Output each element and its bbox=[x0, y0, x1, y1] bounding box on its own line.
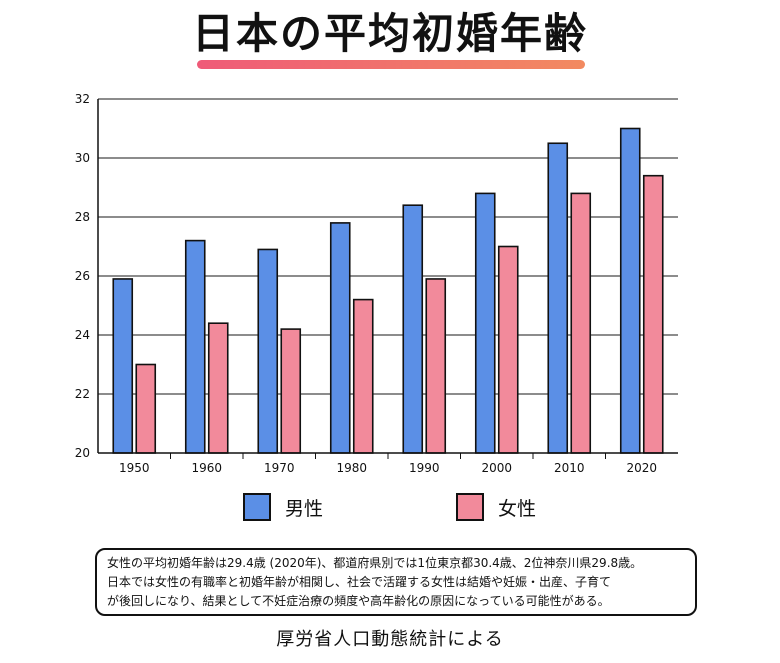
bar-female-1950 bbox=[135, 363, 157, 454]
legend-item-female: 女性 bbox=[456, 493, 536, 521]
note-box: 女性の平均初婚年齢は29.4歳 (2020年)、都道府県別では1位東京都30.4… bbox=[95, 548, 697, 616]
y-tick-label: 28 bbox=[75, 210, 90, 224]
y-tick-label: 24 bbox=[75, 328, 90, 342]
note-line: が後回しになり、結果として不妊症治療の頻度や高年齢化の原因になっている可能性があ… bbox=[107, 594, 610, 608]
x-tick-label: 1980 bbox=[336, 461, 367, 475]
x-tick-label: 1950 bbox=[119, 461, 150, 475]
bar-female-1970 bbox=[280, 328, 302, 454]
note-line: 日本では女性の有職率と初婚年齢が相関し、社会で活躍する女性は結婚や妊娠・出産、子… bbox=[107, 575, 612, 589]
bar-male-2020 bbox=[619, 127, 641, 454]
bar-female-1990 bbox=[425, 278, 447, 454]
y-tick-label: 22 bbox=[75, 387, 90, 401]
title-underline bbox=[197, 60, 585, 69]
bar-male-1970 bbox=[257, 248, 279, 454]
x-tick-label: 2020 bbox=[626, 461, 657, 475]
bar-male-1980 bbox=[329, 222, 351, 454]
bar-female-2000 bbox=[497, 245, 519, 454]
y-tick-label: 20 bbox=[75, 446, 90, 460]
x-tick-label: 1970 bbox=[264, 461, 295, 475]
bar-male-1950 bbox=[112, 278, 134, 454]
bar-female-1980 bbox=[352, 298, 374, 454]
bar-female-2010 bbox=[570, 192, 592, 454]
bar-male-1990 bbox=[402, 204, 424, 454]
bar-male-2010 bbox=[547, 142, 569, 454]
bar-female-1960 bbox=[207, 322, 229, 454]
legend-label-female: 女性 bbox=[498, 497, 537, 520]
y-tick-label: 32 bbox=[75, 92, 90, 106]
x-tick-label: 2000 bbox=[481, 461, 512, 475]
bar-male-2000 bbox=[474, 192, 496, 454]
legend-swatch-female bbox=[456, 493, 484, 521]
legend-label-male: 男性 bbox=[285, 497, 324, 520]
legend-item-male: 男性 bbox=[243, 493, 323, 521]
bar-female-2020 bbox=[642, 174, 664, 454]
x-tick-label: 2010 bbox=[554, 461, 585, 475]
note-line: 女性の平均初婚年齢は29.4歳 (2020年)、都道府県別では1位東京都30.4… bbox=[107, 556, 643, 570]
bar-male-1960 bbox=[184, 239, 206, 454]
y-tick-label: 30 bbox=[75, 151, 90, 165]
y-tick-label: 26 bbox=[75, 269, 90, 283]
title-area: 日本の平均初婚年齢 bbox=[0, 8, 780, 60]
page-title: 日本の平均初婚年齢 bbox=[191, 9, 588, 58]
bar-chart: 20 22 24 26 28 30 32 1950 1960 1970 1980 1990 2000 20… bbox=[75, 92, 678, 475]
source-text: 厚労省人口動態統計による bbox=[276, 629, 504, 650]
legend-swatch-male bbox=[243, 493, 271, 521]
x-tick-label: 1990 bbox=[409, 461, 440, 475]
x-tick-label: 1960 bbox=[191, 461, 222, 475]
